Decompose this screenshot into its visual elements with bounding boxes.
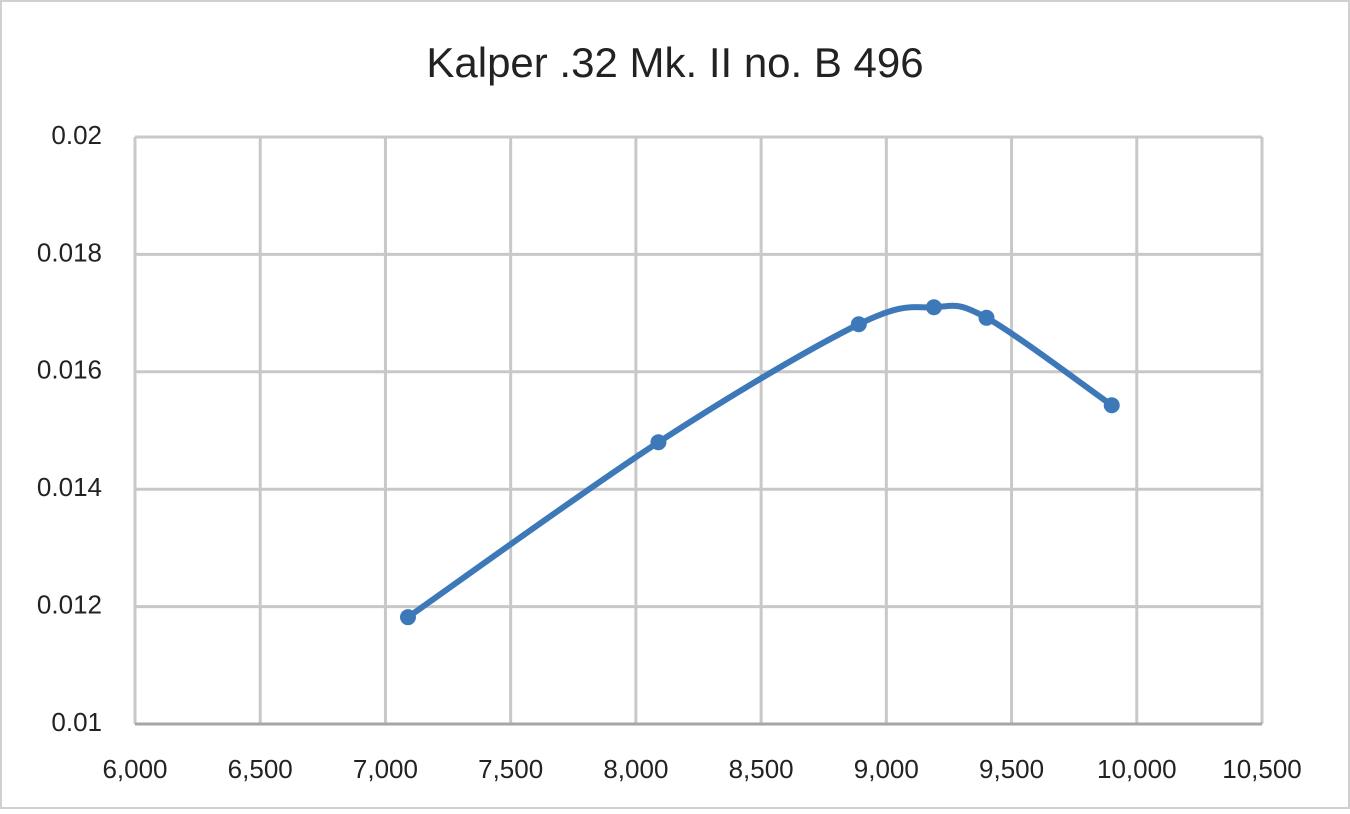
y-tick-label: 0.018 bbox=[37, 237, 102, 267]
data-point bbox=[1103, 397, 1120, 414]
x-tick-label: 7,500 bbox=[478, 754, 543, 784]
chart-title: Kalper .32 Mk. II no. B 496 bbox=[426, 39, 923, 86]
x-tick-label: 8,500 bbox=[729, 754, 794, 784]
data-point bbox=[850, 316, 867, 333]
y-tick-label: 0.014 bbox=[37, 472, 102, 502]
data-point bbox=[650, 434, 667, 451]
data-point bbox=[925, 299, 942, 316]
x-tick-label: 9,500 bbox=[979, 754, 1044, 784]
x-tick-label: 6,500 bbox=[228, 754, 293, 784]
x-tick-label: 8,000 bbox=[603, 754, 668, 784]
y-tick-label: 0.012 bbox=[37, 589, 102, 619]
y-tick-label: 0.02 bbox=[51, 120, 102, 150]
x-tick-label: 9,000 bbox=[854, 754, 919, 784]
y-tick-label: 0.01 bbox=[51, 707, 102, 737]
x-tick-label: 6,000 bbox=[102, 754, 167, 784]
x-tick-label: 10,500 bbox=[1222, 754, 1302, 784]
data-point bbox=[978, 309, 995, 326]
x-tick-label: 10,000 bbox=[1097, 754, 1177, 784]
x-tick-label: 7,000 bbox=[353, 754, 418, 784]
y-tick-label: 0.016 bbox=[37, 355, 102, 385]
data-point bbox=[399, 609, 416, 626]
